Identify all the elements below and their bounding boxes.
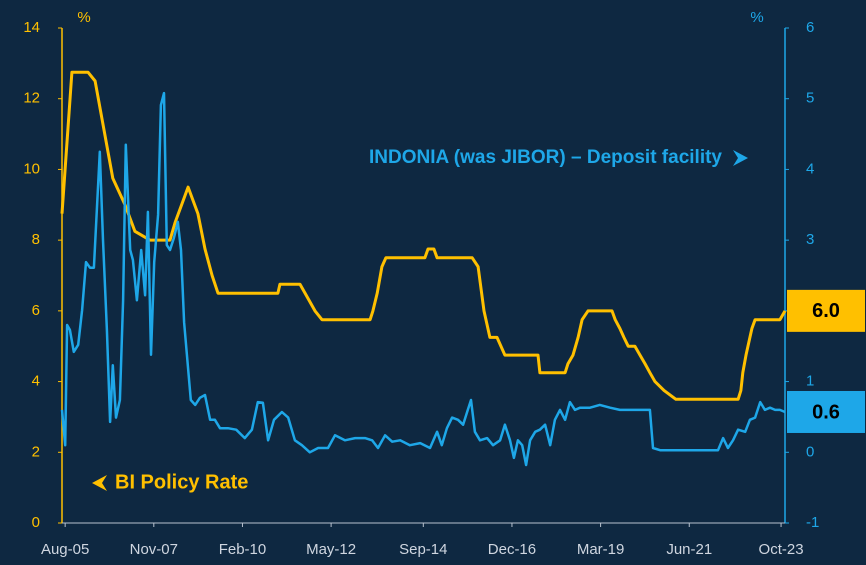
x-tick-label: Nov-07: [130, 541, 178, 558]
series-line: [60, 91, 786, 467]
y-tick-label: 10: [23, 160, 40, 177]
x-tick-label: May-12: [306, 541, 356, 558]
x-tick-label: Sep-14: [399, 541, 447, 558]
y-tick-label: 4: [32, 373, 40, 390]
x-tick-label: Feb-10: [219, 541, 267, 558]
y-tick-label: 14: [23, 19, 40, 36]
y2-tick-label: 3: [806, 231, 814, 248]
left-arrow: [92, 475, 107, 491]
y2-tick-label: 6: [806, 19, 814, 36]
end-label-box: [787, 390, 865, 433]
end-label: 6.0: [812, 300, 840, 322]
y-tick-label: 0: [32, 514, 40, 531]
end-label: 0.6: [812, 401, 840, 423]
x-tick-label: Mar-19: [577, 541, 625, 558]
y-tick-label: 2: [32, 443, 40, 460]
y2-tick-label: -1: [806, 514, 819, 531]
y2-tick-label: 1: [806, 373, 814, 390]
policy-annotation: BI Policy Rate: [115, 471, 248, 493]
x-tick-label: Aug-05: [41, 541, 89, 558]
y2-tick-label: 4: [806, 160, 814, 177]
y2-tick-label: 0: [806, 443, 814, 460]
deposit-annotation: INDONIA (was JIBOR) – Deposit facility: [369, 147, 722, 168]
right-arrow: [733, 150, 748, 166]
end-label-box: [787, 289, 865, 332]
y2-tick-label: 5: [806, 90, 814, 107]
right-unit: %: [750, 9, 763, 26]
x-tick-label: Oct-23: [759, 541, 804, 558]
y-tick-label: 12: [23, 90, 40, 107]
x-tick-label: Jun-21: [666, 541, 712, 558]
y-tick-label: 6: [32, 302, 40, 319]
left-unit: %: [77, 9, 90, 26]
series-line: [60, 70, 787, 401]
x-tick-label: Dec-16: [488, 541, 536, 558]
y-tick-label: 8: [32, 231, 40, 248]
